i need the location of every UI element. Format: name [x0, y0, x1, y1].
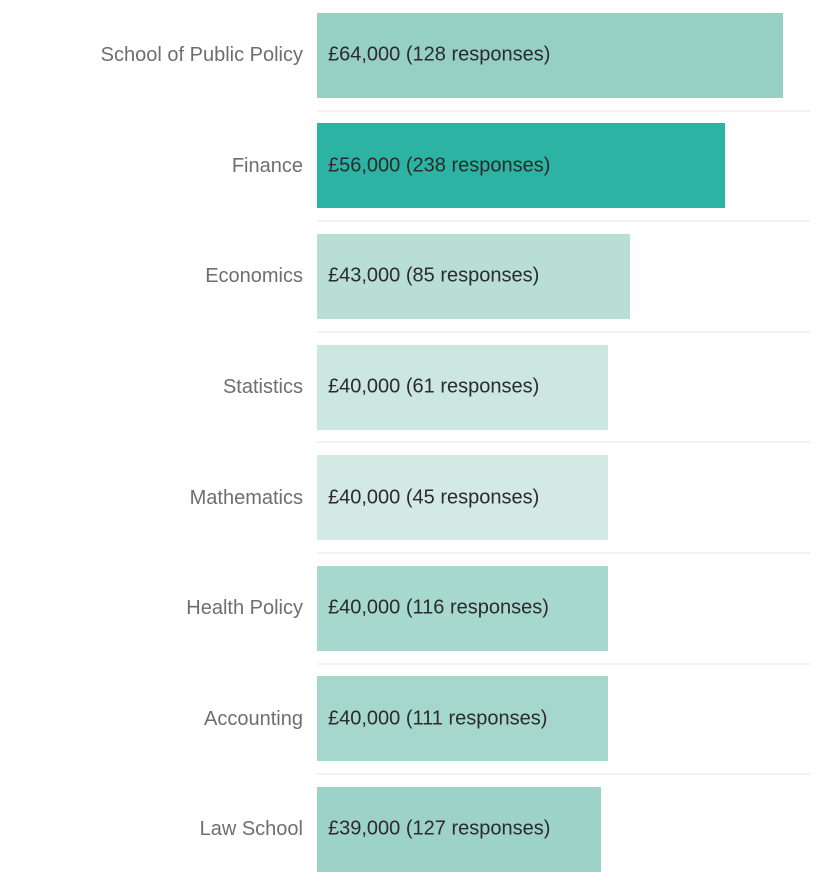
bar-value-label: £40,000 (116 responses): [328, 596, 549, 619]
row-separator: [317, 330, 810, 333]
chart-row: Law School £39,000 (127 responses): [0, 774, 830, 885]
chart-row: Finance £56,000 (238 responses): [0, 111, 830, 223]
category-label: Law School: [199, 818, 303, 841]
bar[interactable]: [317, 12, 783, 98]
category-label: Statistics: [222, 376, 303, 399]
bar[interactable]: [317, 123, 725, 209]
plot-area: £43,000 (85 responses): [317, 233, 830, 319]
row-separator: [317, 109, 810, 112]
bar[interactable]: [317, 233, 630, 319]
bar-value-label: £40,000 (45 responses): [328, 486, 540, 509]
bar[interactable]: [317, 565, 608, 651]
plot-area: £40,000 (116 responses): [317, 565, 830, 651]
plot-area: £39,000 (127 responses): [317, 786, 830, 872]
category-label: Mathematics: [189, 486, 303, 509]
plot-area: £64,000 (128 responses): [317, 12, 830, 98]
bar-value-label: £40,000 (111 responses): [328, 707, 548, 730]
bar-value-label: £64,000 (128 responses): [328, 43, 551, 66]
plot-area: £56,000 (238 responses): [317, 123, 830, 209]
plot-area: £40,000 (111 responses): [317, 676, 830, 762]
chart-row: Economics £43,000 (85 responses): [0, 221, 830, 333]
bar-value-label: £56,000 (238 responses): [328, 154, 551, 177]
bar-value-label: £39,000 (127 responses): [328, 817, 551, 840]
category-label: School of Public Policy: [100, 44, 303, 67]
chart-row: Statistics £40,000 (61 responses): [0, 332, 830, 444]
bar-value-label: £40,000 (61 responses): [328, 375, 540, 398]
bar[interactable]: [317, 455, 608, 541]
category-label: Finance: [231, 154, 303, 177]
chart-row: School of Public Policy £64,000 (128 res…: [0, 0, 830, 112]
bar[interactable]: [317, 786, 601, 872]
row-separator: [317, 441, 810, 444]
plot-area: £40,000 (45 responses): [317, 455, 830, 541]
row-separator: [317, 551, 810, 554]
row-separator: [317, 220, 810, 223]
bar-value-label: £43,000 (85 responses): [328, 264, 540, 287]
plot-area: £40,000 (61 responses): [317, 344, 830, 430]
bar[interactable]: [317, 344, 608, 430]
chart-row: Health Policy £40,000 (116 responses): [0, 553, 830, 665]
chart-row: Accounting £40,000 (111 responses): [0, 664, 830, 776]
bar[interactable]: [317, 676, 608, 762]
row-separator: [317, 662, 810, 665]
category-label: Economics: [205, 265, 303, 288]
category-label: Accounting: [204, 707, 303, 730]
row-separator: [317, 773, 810, 776]
chart-row: Mathematics £40,000 (45 responses): [0, 442, 830, 554]
category-label: Health Policy: [186, 597, 303, 620]
